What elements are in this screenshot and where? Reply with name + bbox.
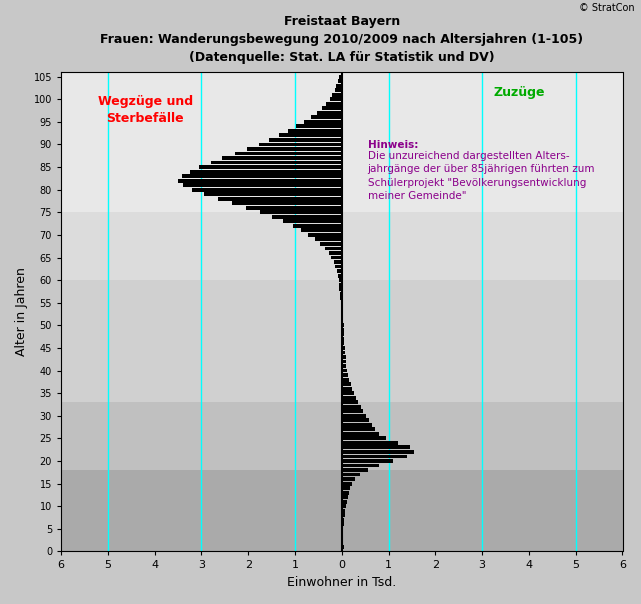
Bar (335, 88, 342, 92)
Bar (342, 355, 345, 359)
Bar (329, 97, 342, 101)
Bar (342, 373, 348, 377)
Bar (342, 450, 414, 454)
Bar (342, 359, 346, 364)
Bar (342, 414, 366, 418)
Text: Wegzüge und
Sterbefälle: Wegzüge und Sterbefälle (97, 95, 193, 124)
Text: Die unzureichend dargestellten Alters-
jahrgänge der über 85jährigen führten zum: Die unzureichend dargestellten Alters- j… (367, 151, 595, 201)
Bar (342, 337, 344, 341)
Bar (342, 513, 345, 517)
Bar (315, 237, 342, 242)
Bar (342, 464, 379, 467)
Bar (325, 246, 342, 251)
Bar (190, 170, 342, 173)
Bar (342, 378, 349, 382)
Bar (293, 224, 342, 228)
Bar (218, 197, 342, 201)
Bar (342, 400, 358, 404)
Bar (342, 323, 344, 327)
Bar (338, 79, 342, 83)
Bar (342, 341, 344, 345)
Bar (199, 165, 342, 169)
Bar (342, 332, 344, 336)
Bar (342, 500, 347, 504)
Bar (334, 260, 342, 264)
Bar (308, 233, 342, 237)
Bar (339, 283, 342, 286)
Bar (272, 215, 342, 219)
Bar (322, 106, 342, 110)
Bar (342, 527, 343, 531)
Title: Freistaat Bayern
Frauen: Wanderungsbewegung 2010/2009 nach Altersjahren (1-105)
: Freistaat Bayern Frauen: Wanderungsbeweg… (100, 15, 583, 64)
Bar (342, 396, 356, 400)
Bar (342, 428, 376, 431)
Text: Hinweis:: Hinweis: (367, 140, 418, 150)
Bar (211, 161, 342, 164)
Bar (342, 328, 344, 332)
Bar (342, 490, 349, 495)
Bar (342, 301, 343, 304)
Bar (338, 274, 342, 277)
Text: Zuzüge: Zuzüge (494, 86, 545, 98)
Bar (222, 156, 342, 160)
Bar (342, 364, 347, 368)
Bar (61, 72, 622, 212)
Bar (296, 124, 342, 128)
Bar (342, 432, 379, 435)
Bar (342, 518, 344, 522)
Bar (342, 522, 344, 526)
Bar (183, 183, 342, 187)
Bar (339, 75, 342, 79)
Y-axis label: Alter in Jahren: Alter in Jahren (15, 268, 28, 356)
Bar (342, 481, 352, 486)
Bar (342, 410, 363, 413)
Bar (342, 446, 410, 449)
Bar (320, 242, 342, 246)
Bar (279, 133, 342, 137)
Bar (342, 541, 343, 544)
Bar (288, 129, 342, 133)
Bar (340, 288, 342, 291)
Bar (182, 174, 342, 178)
Bar (342, 423, 372, 427)
Bar (258, 143, 342, 146)
Bar (342, 350, 345, 355)
Bar (326, 102, 342, 106)
Bar (335, 265, 342, 268)
Bar (342, 437, 387, 440)
Bar (192, 188, 342, 191)
Bar (342, 545, 344, 549)
Bar (329, 251, 342, 255)
Bar (269, 138, 342, 142)
Bar (61, 280, 622, 402)
Bar (336, 84, 342, 88)
Bar (317, 111, 342, 115)
Bar (333, 93, 342, 97)
Bar (283, 219, 342, 223)
Bar (247, 147, 342, 151)
X-axis label: Einwohner in Tsd.: Einwohner in Tsd. (287, 576, 396, 589)
Bar (342, 532, 343, 535)
Bar (342, 319, 343, 323)
Bar (304, 120, 342, 124)
Bar (260, 210, 342, 214)
Bar (342, 441, 398, 445)
Bar (342, 477, 355, 481)
Bar (178, 179, 342, 182)
Bar (338, 278, 342, 282)
Bar (342, 314, 343, 318)
Bar (342, 382, 351, 386)
Bar (342, 495, 348, 499)
Bar (342, 346, 345, 350)
Bar (342, 405, 360, 409)
Bar (342, 536, 343, 540)
Bar (342, 455, 407, 458)
Bar (312, 115, 342, 119)
Bar (342, 509, 345, 513)
Bar (342, 305, 343, 309)
Bar (301, 228, 342, 233)
Bar (61, 470, 622, 551)
Bar (246, 206, 342, 210)
Bar (342, 391, 354, 395)
Bar (331, 255, 342, 260)
